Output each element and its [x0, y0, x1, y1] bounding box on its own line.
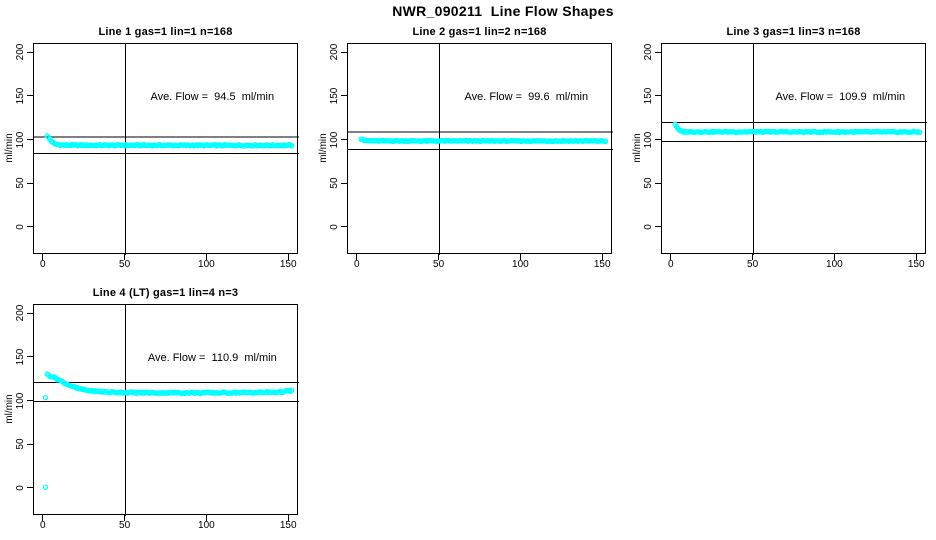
x-tick-label: 100 [198, 520, 215, 531]
ave-flow-annotation: Ave. Flow = 94.5 ml/min [150, 90, 275, 103]
y-tick-label: 50 [15, 438, 26, 450]
y-tick-label: 100 [329, 131, 340, 148]
scatter-points-svg [662, 44, 927, 255]
y-tick-label: 200 [329, 43, 340, 61]
y-tick-label: 100 [15, 392, 26, 409]
y-tick-label: 200 [15, 304, 26, 322]
y-tick-label: 100 [643, 131, 654, 148]
plot-title: Line 1 gas=1 lin=1 n=168 [98, 26, 233, 38]
plot-panel: Line 3 gas=1 lin=3 n=168 ml/min Ave. Flo… [632, 26, 927, 270]
y-tick-label: 0 [15, 224, 26, 230]
scatter-points-svg [34, 305, 299, 516]
x-tick-label: 50 [747, 259, 759, 270]
plot-title: Line 4 (LT) gas=1 lin=4 n=3 [92, 287, 239, 299]
y-tick-label: 150 [15, 348, 26, 366]
y-axis-label: ml/min [4, 133, 15, 163]
ave-flow-annotation: Ave. Flow = 110.9 ml/min [147, 351, 277, 364]
y-tick-label: 0 [329, 224, 340, 230]
x-tick-label: 50 [119, 520, 131, 531]
x-tick-label: 100 [198, 259, 215, 270]
y-axis-label: ml/min [318, 133, 329, 163]
y-tick-label: 50 [329, 177, 340, 189]
x-tick-label: 0 [40, 259, 46, 270]
x-tick-label: 50 [119, 259, 131, 270]
ave-flow-annotation: Ave. Flow = 99.6 ml/min [464, 90, 589, 103]
x-tick-label: 0 [354, 259, 360, 270]
scatter-points-svg [34, 44, 299, 255]
scatter-points-svg [348, 44, 613, 255]
x-tick-label: 0 [668, 259, 674, 270]
y-tick-label: 200 [643, 43, 654, 61]
plot-title: Line 2 gas=1 lin=2 n=168 [412, 26, 547, 38]
plot-area: Ave. Flow = 109.9 ml/min [661, 43, 927, 255]
y-tick-label: 150 [643, 87, 654, 105]
plot-area: Ave. Flow = 110.9 ml/min [33, 304, 299, 516]
y-tick-label: 200 [15, 43, 26, 61]
x-tick-label: 100 [512, 259, 529, 270]
ave-flow-annotation: Ave. Flow = 109.9 ml/min [775, 90, 906, 103]
x-tick-label: 150 [279, 520, 297, 531]
y-axis-label: ml/min [4, 394, 15, 424]
y-tick-label: 150 [329, 87, 340, 105]
y-tick-label: 0 [15, 485, 26, 491]
x-tick-label: 150 [593, 259, 611, 270]
plot-panel: Line 1 gas=1 lin=1 n=168 ml/min Ave. Flo… [4, 26, 299, 270]
x-tick-label: 50 [433, 259, 445, 270]
plot-panel: Line 2 gas=1 lin=2 n=168 ml/min Ave. Flo… [318, 26, 613, 270]
y-tick-label: 0 [643, 224, 654, 230]
x-tick-label: 100 [826, 259, 843, 270]
x-tick-label: 150 [907, 259, 925, 270]
x-tick-label: 0 [40, 520, 46, 531]
plot-panel: Line 4 (LT) gas=1 lin=4 n=3 ml/min Ave. … [4, 287, 299, 531]
plot-area: Ave. Flow = 99.6 ml/min [347, 43, 613, 255]
y-tick-label: 50 [643, 177, 654, 189]
plot-title: Line 3 gas=1 lin=3 n=168 [726, 26, 861, 38]
y-tick-label: 100 [15, 131, 26, 148]
y-tick-label: 150 [15, 87, 26, 105]
y-axis-label: ml/min [632, 133, 643, 163]
x-tick-label: 150 [279, 259, 297, 270]
y-tick-label: 50 [15, 177, 26, 189]
figure-title: NWR_090211 Line Flow Shapes [392, 3, 614, 19]
plot-area: Ave. Flow = 94.5 ml/min [33, 43, 299, 255]
